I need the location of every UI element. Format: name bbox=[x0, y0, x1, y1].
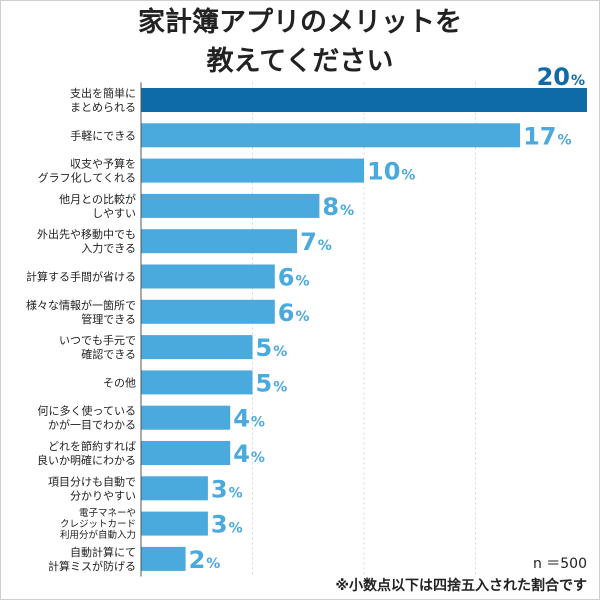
value-unit: % bbox=[273, 379, 287, 395]
value-number: 3 bbox=[211, 511, 228, 539]
value-label-11: 4% bbox=[233, 440, 265, 468]
rounding-footnote: ※小数点以下は四捨五入された割合です bbox=[335, 577, 587, 594]
value-number: 8 bbox=[322, 193, 339, 221]
value-number: 10 bbox=[367, 158, 400, 186]
sample-size-label: n ＝500 bbox=[533, 556, 587, 572]
value-label-14: 2% bbox=[189, 546, 221, 574]
bar-3 bbox=[141, 158, 364, 183]
bar-7 bbox=[141, 299, 275, 324]
value-unit: % bbox=[251, 450, 265, 466]
value-unit: % bbox=[571, 73, 585, 89]
bar-11 bbox=[141, 441, 231, 465]
category-label: 外出先や移動中でも bbox=[37, 227, 136, 241]
bar-13 bbox=[141, 511, 208, 536]
value-label-13: 3% bbox=[211, 511, 243, 539]
value-unit: % bbox=[229, 485, 243, 501]
value-unit: % bbox=[229, 521, 243, 537]
bar-9 bbox=[141, 370, 253, 395]
value-label-5: 7% bbox=[300, 228, 332, 256]
bars bbox=[141, 88, 587, 571]
bar-5 bbox=[141, 229, 298, 254]
value-number: 20 bbox=[537, 63, 570, 91]
value-unit: % bbox=[296, 274, 310, 290]
value-unit: % bbox=[206, 556, 220, 572]
value-number: 6 bbox=[278, 299, 295, 327]
value-number: 5 bbox=[256, 334, 273, 362]
value-label-8: 5% bbox=[256, 334, 288, 362]
category-label: 手軽にできる bbox=[70, 128, 136, 142]
value-label-6: 6% bbox=[278, 264, 310, 292]
value-unit: % bbox=[318, 238, 332, 254]
value-number: 5 bbox=[256, 369, 273, 397]
value-unit: % bbox=[340, 203, 354, 219]
value-number: 6 bbox=[278, 264, 295, 292]
category-label: 利用分が自動入力 bbox=[60, 529, 136, 541]
category-label: クレジットカード bbox=[60, 519, 136, 530]
value-label-10: 4% bbox=[233, 405, 265, 433]
category-label: 他月との比較が bbox=[59, 192, 136, 206]
chart-title-line: 教えてください bbox=[207, 46, 394, 77]
category-label: 収支や予算を bbox=[70, 157, 136, 171]
category-label: 項目分けも自動で bbox=[48, 474, 136, 488]
value-label-2: 17% bbox=[523, 122, 571, 150]
value-label-9: 5% bbox=[256, 369, 288, 397]
category-label: 計算ミスが防げる bbox=[48, 559, 136, 573]
category-label: かが一目でわかる bbox=[48, 418, 136, 432]
bar-10 bbox=[141, 405, 231, 430]
category-label: 良いか明確にわかる bbox=[37, 453, 136, 467]
value-unit: % bbox=[558, 132, 572, 148]
value-number: 4 bbox=[233, 440, 250, 468]
value-unit: % bbox=[296, 309, 310, 325]
value-unit: % bbox=[273, 344, 287, 360]
value-unit: % bbox=[401, 168, 415, 184]
value-number: 7 bbox=[300, 228, 317, 256]
value-label-1: 20% bbox=[537, 63, 585, 91]
category-label: まとめられる bbox=[70, 101, 136, 114]
category-label: 支出を簡単に bbox=[70, 86, 136, 100]
chart-title-line: 家計簿アプリのメリットを bbox=[138, 6, 462, 38]
category-label: 管理できる bbox=[81, 312, 136, 326]
category-label: グラフ化してくれる bbox=[38, 171, 136, 185]
category-label: 様々な情報が一箇所で bbox=[26, 298, 136, 312]
category-label: 電子マネーや bbox=[79, 508, 136, 519]
bar-14 bbox=[141, 546, 186, 571]
category-label: しやすい bbox=[92, 207, 136, 220]
bar-6 bbox=[141, 264, 275, 289]
value-unit: % bbox=[251, 415, 265, 431]
bar-2 bbox=[141, 123, 521, 148]
category-label: 計算する手間が省ける bbox=[26, 270, 136, 284]
gridlines bbox=[252, 82, 476, 577]
category-label: 分かりやすい bbox=[70, 489, 136, 502]
value-label-7: 6% bbox=[278, 299, 310, 327]
value-number: 17 bbox=[523, 122, 556, 150]
category-label: いつでも手元で bbox=[59, 333, 136, 347]
value-label-3: 10% bbox=[367, 158, 415, 186]
category-label: その他 bbox=[103, 376, 136, 389]
value-labels: 20%17%10%8%7%6%6%5%5%4%4%3%3%2% bbox=[189, 63, 585, 574]
value-number: 3 bbox=[211, 475, 228, 503]
bar-8 bbox=[141, 335, 253, 360]
value-number: 4 bbox=[233, 405, 250, 433]
bar-4 bbox=[141, 193, 320, 218]
value-label-4: 8% bbox=[322, 193, 354, 221]
category-label: どれを節約すれば bbox=[48, 439, 136, 453]
category-label: 入力できる bbox=[81, 242, 136, 255]
category-label: 何に多く使っている bbox=[38, 404, 136, 418]
value-label-12: 3% bbox=[211, 475, 243, 503]
category-label: 確認できる bbox=[81, 347, 136, 361]
value-number: 2 bbox=[189, 546, 206, 574]
category-labels: 支出を簡単にまとめられる手軽にできる収支や予算をグラフ化してくれる他月との比較が… bbox=[26, 86, 136, 573]
category-label: 自動計算にて bbox=[70, 545, 136, 559]
bar-1 bbox=[141, 88, 587, 112]
bar-12 bbox=[141, 476, 208, 501]
